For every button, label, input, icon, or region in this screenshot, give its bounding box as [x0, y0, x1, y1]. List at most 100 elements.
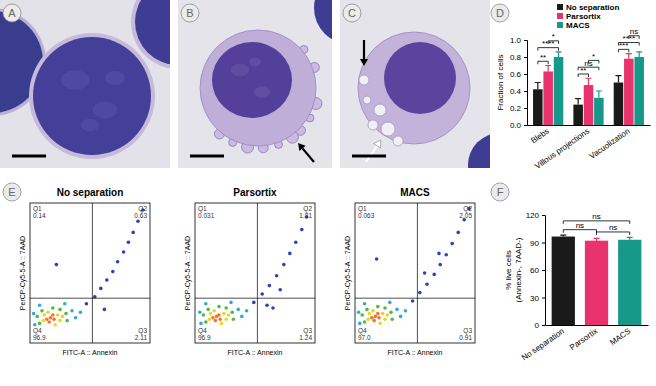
point: [218, 317, 222, 321]
tick: 0.8: [510, 53, 527, 62]
point: [376, 305, 380, 309]
significance-label: **: [540, 53, 546, 62]
point: [99, 287, 103, 291]
arrow-shaft: [366, 146, 377, 162]
axis-title: PerCP-Cy5-5-A :: 7AAD: [19, 236, 27, 310]
quadrant-value: 1.24: [299, 334, 312, 341]
vacuole: [368, 120, 378, 130]
quadrant-value: 2.11: [135, 334, 148, 341]
point: [212, 309, 216, 313]
point: [220, 322, 224, 326]
scale-bar: [190, 155, 224, 158]
arrow-head: [374, 140, 381, 148]
point: [378, 322, 382, 326]
tick: MACS: [608, 327, 632, 348]
panel-label: A: [8, 7, 16, 19]
point: [268, 284, 272, 288]
point: [51, 313, 55, 317]
point: [294, 240, 298, 244]
point: [423, 271, 427, 275]
bar: [618, 240, 641, 325]
point: [198, 310, 202, 314]
point: [245, 309, 249, 313]
point: [49, 316, 53, 320]
point: [38, 322, 42, 326]
tick-mark: [524, 74, 527, 75]
scale-bar: [12, 155, 46, 158]
bar: [624, 59, 634, 125]
axis-title: Fraction of cells: [496, 54, 505, 110]
point: [208, 317, 212, 321]
tick-label: 0.0: [510, 121, 522, 130]
point: [74, 316, 78, 320]
gate-line: [417, 203, 418, 343]
tick-label: MACS: [608, 327, 632, 348]
error-bar: [594, 238, 600, 240]
point: [375, 257, 379, 261]
axis-title: FITC-A :: Annexin: [63, 349, 118, 356]
tick: 30: [530, 294, 545, 303]
quadrant-value: 0.031: [198, 212, 215, 219]
chart: ParsortixQ10.031Q21.81Q31.24Q496.9FITC-A…: [184, 187, 315, 356]
panel-label-badge: [3, 183, 21, 201]
tick-label: 0.8: [510, 53, 522, 62]
arrow-shaft: [303, 148, 314, 162]
point: [404, 309, 408, 313]
tick-mark: [542, 270, 545, 271]
point: [58, 308, 62, 312]
point: [38, 303, 42, 307]
tick: 0.4: [510, 87, 527, 96]
gate-line: [257, 203, 258, 343]
point: [127, 240, 131, 244]
error-bar: [596, 91, 602, 98]
bar: [533, 89, 543, 125]
point: [377, 316, 381, 320]
point: [52, 317, 56, 321]
tick: 90: [530, 239, 545, 248]
point: [363, 320, 367, 324]
point: [209, 312, 213, 316]
vacuole: [363, 96, 371, 104]
panel-label-badge: [3, 4, 21, 22]
point: [222, 312, 226, 316]
point: [411, 299, 415, 303]
point: [288, 252, 292, 256]
tick-label: 0.2: [510, 104, 522, 113]
micrograph: [178, 0, 332, 168]
tick-label: 90: [530, 239, 539, 248]
error-bar: [575, 99, 581, 105]
chart-title: Parsortix: [233, 187, 277, 198]
point: [227, 313, 231, 317]
panel-label: D: [496, 7, 504, 19]
chart: 0306090120No separationParsortixMACSnsns…: [504, 211, 649, 362]
significance-label: ns: [592, 212, 600, 221]
micrograph: [340, 0, 490, 168]
chromatin: [249, 58, 261, 66]
cell-cytoplasm: [358, 32, 470, 144]
legend: No separationParsortixMACS: [557, 3, 619, 30]
tick: Parsortix: [568, 327, 599, 352]
point: [65, 319, 69, 323]
cell-nucleus: [384, 42, 456, 114]
gate-line: [355, 298, 475, 299]
plot-area: [552, 235, 642, 325]
bar: [554, 57, 564, 125]
tick-mark: [524, 125, 527, 126]
axis-title: PerCP-Cy5-5-A :: 7AAD: [184, 236, 192, 310]
quadrant-value: 96.9: [33, 334, 46, 341]
point: [202, 313, 206, 317]
point: [265, 303, 269, 307]
chromatin: [254, 86, 270, 97]
chromatin: [105, 71, 125, 85]
axis-line: [528, 125, 651, 126]
tick-mark: [542, 215, 545, 216]
point: [55, 263, 59, 267]
bar: [543, 71, 553, 125]
point: [368, 312, 372, 316]
tick-label: No separation: [520, 327, 566, 363]
point: [365, 308, 369, 312]
panel-label: F: [497, 186, 504, 198]
point: [425, 282, 429, 286]
arrow-shaft: [363, 40, 365, 59]
y-axis: 0306090120: [526, 211, 546, 330]
